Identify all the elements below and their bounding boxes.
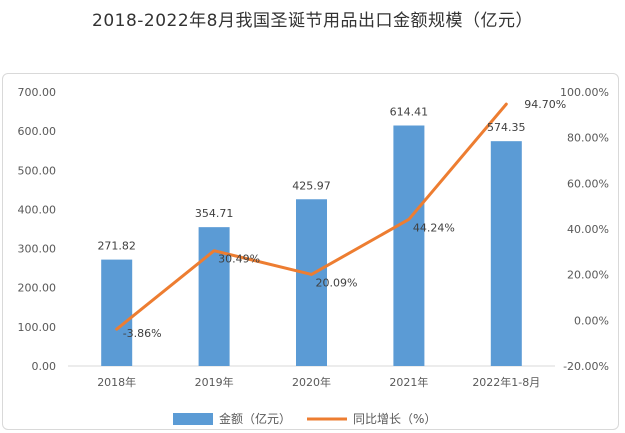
y-left-tick-label: 400.00 — [18, 203, 57, 216]
legend-line-label: 同比增长（%） — [353, 412, 436, 426]
line-value-label: 94.70% — [524, 98, 566, 111]
x-tick-label: 2022年1-8月 — [472, 375, 540, 389]
legend-bar-swatch — [173, 413, 213, 425]
y-right-tick-label: 0.00% — [574, 314, 609, 327]
chart-title: 2018-2022年8月我国圣诞节用品出口金额规模（亿元） — [92, 11, 533, 31]
y-left-tick-label: 100.00 — [18, 321, 57, 334]
bar — [490, 141, 522, 366]
bar — [101, 259, 133, 366]
bar — [393, 125, 425, 366]
y-left-tick-label: 500.00 — [18, 164, 57, 177]
bar-value-label: 574.35 — [487, 121, 526, 134]
bar-value-label: 614.41 — [390, 106, 429, 119]
legend-bar-label: 金额（亿元） — [219, 411, 291, 426]
y-left-tick-label: 600.00 — [18, 125, 57, 138]
x-tick-label: 2018年 — [97, 375, 136, 389]
x-tick-label: 2021年 — [389, 375, 428, 389]
line-value-label: 20.09% — [316, 276, 358, 289]
x-tick-label: 2019年 — [195, 375, 234, 389]
line-value-label: 44.24% — [413, 221, 455, 234]
y-right-tick-label: 80.00% — [567, 132, 609, 145]
growth-line — [115, 102, 508, 331]
bar-value-label: 354.71 — [195, 207, 234, 220]
bar — [296, 199, 327, 366]
bar-value-label: 425.97 — [292, 179, 331, 192]
y-right-tick-label: 100.00% — [560, 86, 609, 99]
line-value-label: 30.49% — [218, 253, 260, 266]
bar — [198, 227, 230, 366]
y-right-tick-label: 40.00% — [567, 223, 609, 236]
chart-frame — [2, 73, 619, 430]
line-value-label: -3.86% — [123, 327, 162, 340]
x-tick-label: 2020年 — [292, 375, 331, 389]
y-left-tick-label: 300.00 — [18, 243, 57, 256]
y-right-tick-label: 60.00% — [567, 177, 609, 190]
y-left-tick-label: 0.00 — [32, 360, 57, 373]
bar-value-label: 271.82 — [97, 240, 136, 253]
y-right-tick-label: -20.00% — [563, 360, 609, 373]
y-left-tick-label: 700.00 — [18, 86, 57, 99]
y-right-tick-label: 20.00% — [567, 269, 609, 282]
y-left-tick-label: 200.00 — [18, 282, 57, 295]
